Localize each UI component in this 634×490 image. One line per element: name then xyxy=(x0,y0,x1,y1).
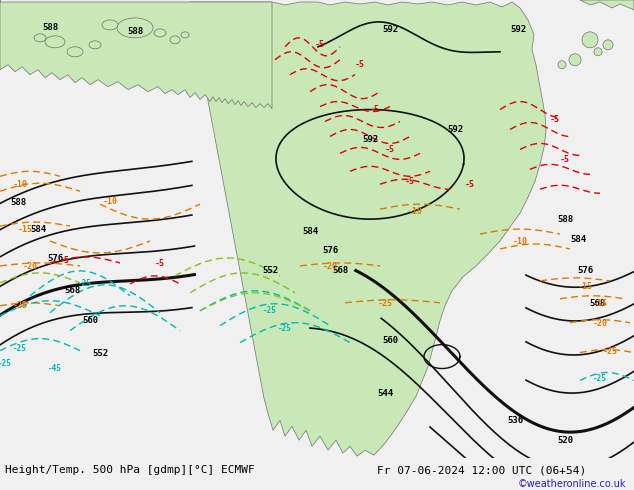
Polygon shape xyxy=(0,0,272,109)
Text: -25: -25 xyxy=(13,301,27,310)
Text: -25: -25 xyxy=(593,374,607,383)
Text: ©weatheronline.co.uk: ©weatheronline.co.uk xyxy=(518,479,626,490)
Circle shape xyxy=(558,61,566,69)
Circle shape xyxy=(594,48,602,56)
Text: 576: 576 xyxy=(47,254,63,264)
Text: 592: 592 xyxy=(510,25,526,34)
Text: 592: 592 xyxy=(382,25,398,34)
Text: 552: 552 xyxy=(92,349,108,358)
Text: 568: 568 xyxy=(332,267,348,275)
Text: 584: 584 xyxy=(570,235,586,244)
Text: -20: -20 xyxy=(22,263,37,271)
Text: -5: -5 xyxy=(385,145,395,154)
Text: -5: -5 xyxy=(370,105,380,114)
Text: -5: -5 xyxy=(560,155,570,164)
Text: 560: 560 xyxy=(82,316,98,325)
Text: 588: 588 xyxy=(557,215,573,223)
Text: -5: -5 xyxy=(405,177,415,186)
Text: -5: -5 xyxy=(155,259,165,269)
Text: 544: 544 xyxy=(377,389,393,398)
Text: -5: -5 xyxy=(60,256,70,266)
Text: 584: 584 xyxy=(30,224,46,234)
Text: -10: -10 xyxy=(408,207,422,216)
Text: -20: -20 xyxy=(593,319,607,328)
Polygon shape xyxy=(580,0,634,10)
Ellipse shape xyxy=(154,29,166,37)
Ellipse shape xyxy=(67,47,83,57)
Ellipse shape xyxy=(117,18,153,38)
Text: -10: -10 xyxy=(512,237,527,245)
Text: -5: -5 xyxy=(465,180,475,189)
Text: 588: 588 xyxy=(127,27,143,36)
Text: -5: -5 xyxy=(550,115,560,124)
Text: 592: 592 xyxy=(362,135,378,144)
Ellipse shape xyxy=(102,20,118,30)
Text: 552: 552 xyxy=(262,267,278,275)
Text: -10: -10 xyxy=(103,196,117,206)
Text: 588: 588 xyxy=(10,197,26,207)
Circle shape xyxy=(569,54,581,66)
Text: 536: 536 xyxy=(507,416,523,425)
Text: 520: 520 xyxy=(557,436,573,445)
Ellipse shape xyxy=(89,41,101,49)
Text: -10: -10 xyxy=(13,180,27,189)
Circle shape xyxy=(582,32,598,48)
Text: 592: 592 xyxy=(447,125,463,134)
Text: Fr 07-06-2024 12:00 UTC (06+54): Fr 07-06-2024 12:00 UTC (06+54) xyxy=(377,465,586,475)
Text: -15: -15 xyxy=(593,299,607,308)
Text: 576: 576 xyxy=(577,267,593,275)
Circle shape xyxy=(603,40,613,50)
Text: -15: -15 xyxy=(578,282,593,292)
Text: -25: -25 xyxy=(602,347,618,356)
Ellipse shape xyxy=(45,36,65,48)
Text: 568: 568 xyxy=(589,299,605,308)
Text: -45: -45 xyxy=(48,364,62,373)
Text: -5: -5 xyxy=(315,40,325,49)
Text: -25: -25 xyxy=(377,299,392,308)
Text: -15: -15 xyxy=(18,224,32,234)
Text: -25: -25 xyxy=(263,306,277,315)
Ellipse shape xyxy=(34,34,46,42)
Polygon shape xyxy=(190,2,546,456)
Ellipse shape xyxy=(170,36,180,44)
Text: Height/Temp. 500 hPa [gdmp][°C] ECMWF: Height/Temp. 500 hPa [gdmp][°C] ECMWF xyxy=(5,465,255,475)
Text: -20: -20 xyxy=(323,263,337,271)
Text: -25: -25 xyxy=(78,279,92,288)
Text: 584: 584 xyxy=(302,226,318,236)
Text: -5: -5 xyxy=(355,60,365,69)
Text: -25: -25 xyxy=(0,359,12,368)
Text: -25: -25 xyxy=(13,344,27,353)
Text: 576: 576 xyxy=(322,246,338,255)
Text: 588: 588 xyxy=(42,24,58,32)
Text: 568: 568 xyxy=(64,286,80,295)
Ellipse shape xyxy=(181,32,189,38)
Text: 560: 560 xyxy=(382,336,398,345)
Text: -25: -25 xyxy=(278,324,292,333)
